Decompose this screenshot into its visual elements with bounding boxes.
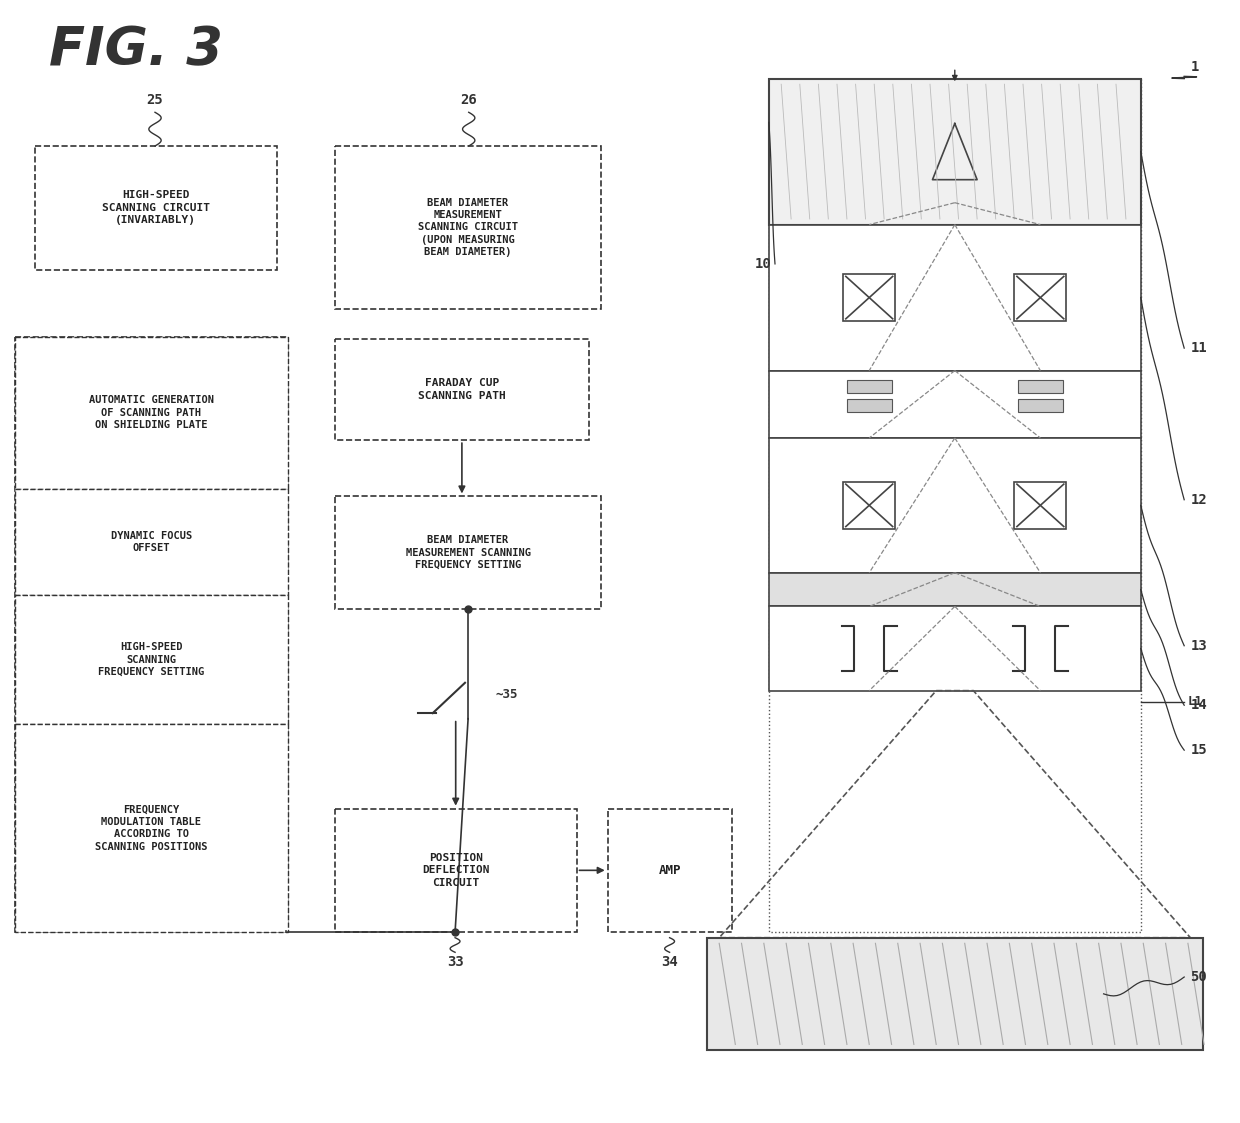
Text: HIGH-SPEED
SCANNING
FREQUENCY SETTING: HIGH-SPEED SCANNING FREQUENCY SETTING [98, 642, 205, 677]
Text: AUTOMATIC GENERATION
OF SCANNING PATH
ON SHIELDING PLATE: AUTOMATIC GENERATION OF SCANNING PATH ON… [89, 395, 213, 430]
Bar [1018, 380, 1063, 393]
Text: 10: 10 [754, 257, 771, 271]
Bar [847, 380, 892, 393]
Text: FREQUENCY
MODULATION TABLE
ACCORDING TO
SCANNING POSITIONS: FREQUENCY MODULATION TABLE ACCORDING TO … [95, 804, 207, 852]
Text: FARADAY CUP
SCANNING PATH: FARADAY CUP SCANNING PATH [418, 378, 506, 401]
Bar [769, 79, 1141, 932]
Bar [843, 274, 895, 321]
Text: L1: L1 [1188, 695, 1203, 709]
Text: BEAM DIAMETER
MEASUREMENT
SCANNING CIRCUIT
(UPON MEASURING
BEAM DIAMETER): BEAM DIAMETER MEASUREMENT SCANNING CIRCU… [418, 198, 518, 257]
Bar [847, 399, 892, 412]
Text: HIGH-SPEED
SCANNING CIRCUIT
(INVARIABLY): HIGH-SPEED SCANNING CIRCUIT (INVARIABLY) [102, 191, 210, 225]
Bar [335, 146, 601, 309]
Text: 14: 14 [1190, 699, 1208, 712]
Bar [769, 606, 1141, 691]
Text: 13: 13 [1190, 639, 1208, 652]
Text: ~35: ~35 [496, 687, 518, 701]
Text: 33: 33 [446, 955, 464, 968]
Bar [843, 482, 895, 529]
Bar [769, 225, 1141, 371]
Bar [769, 371, 1141, 438]
Text: FIG. 3: FIG. 3 [50, 25, 223, 76]
Bar [707, 938, 1203, 1050]
Bar [335, 339, 589, 440]
Text: 12: 12 [1190, 493, 1208, 506]
Bar [335, 496, 601, 609]
Text: POSITION
DEFLECTION
CIRCUIT: POSITION DEFLECTION CIRCUIT [422, 853, 490, 887]
Bar [15, 724, 288, 932]
Bar [335, 809, 577, 932]
Bar [769, 438, 1141, 573]
Bar [1014, 274, 1066, 321]
Bar [15, 337, 288, 489]
Text: 15: 15 [1190, 743, 1208, 757]
Text: 26: 26 [460, 93, 477, 107]
Bar [15, 337, 288, 932]
Text: 11: 11 [1190, 341, 1208, 355]
Bar [769, 573, 1141, 606]
Text: AMP: AMP [658, 864, 681, 877]
Bar [15, 595, 288, 724]
Bar [1018, 399, 1063, 412]
Bar [608, 809, 732, 932]
Bar [769, 79, 1141, 225]
Bar [1014, 482, 1066, 529]
Text: 1: 1 [1190, 61, 1199, 74]
Text: DYNAMIC FOCUS
OFFSET: DYNAMIC FOCUS OFFSET [110, 531, 192, 553]
Text: 25: 25 [146, 93, 164, 107]
Text: 34: 34 [661, 955, 678, 968]
Bar [35, 146, 277, 270]
Text: BEAM DIAMETER
MEASUREMENT SCANNING
FREQUENCY SETTING: BEAM DIAMETER MEASUREMENT SCANNING FREQU… [405, 536, 531, 569]
Text: 50: 50 [1190, 970, 1208, 984]
Bar [15, 489, 288, 595]
